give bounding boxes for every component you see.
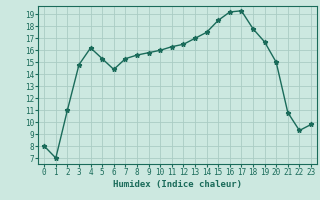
X-axis label: Humidex (Indice chaleur): Humidex (Indice chaleur) xyxy=(113,180,242,189)
